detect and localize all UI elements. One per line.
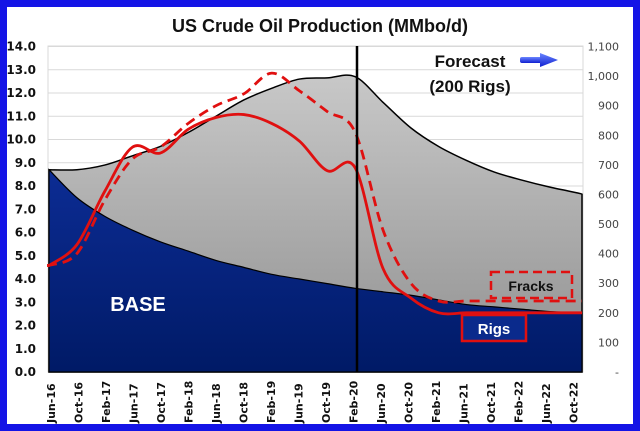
y2-tick-label: - [615, 366, 619, 379]
rigs-legend-box [460, 313, 528, 343]
fracks-legend-box [489, 270, 574, 300]
x-tick-label: Feb-17 [100, 381, 113, 423]
y2-tick-label: 1,100 [588, 41, 620, 54]
y2-tick-label: 1,000 [588, 70, 620, 83]
x-tick-label: Feb-20 [348, 380, 361, 423]
y2-tick-label: 500 [598, 218, 619, 231]
x-tick-label: Jun-22 [540, 383, 553, 424]
y-tick-label: 0.0 [15, 365, 36, 379]
fracks-label: Fracks [508, 278, 553, 294]
x-tick-label: Oct-22 [568, 382, 581, 423]
y-tick-label: 4.0 [15, 272, 36, 286]
x-tick-label: Feb-21 [430, 381, 443, 423]
x-tick-label: Jun-21 [458, 383, 471, 424]
y-axis-left: 14.0 13.0 12.0 11.0 10.0 9.0 8.0 7.0 6.0 5.0 4.0 3.… [6, 40, 36, 380]
y-tick-label: 3.0 [15, 295, 36, 309]
forecast-sublabel: (200 Rigs) [429, 77, 510, 96]
rigs-line [47, 112, 582, 316]
y2-tick-label: 700 [598, 159, 619, 172]
arrow-right-icon [520, 53, 558, 67]
y-tick-label: 9.0 [15, 156, 36, 170]
y-tick-label: 13.0 [6, 63, 36, 77]
x-tick-label: Jun-18 [210, 383, 223, 424]
x-tick-label: Oct-19 [320, 382, 333, 423]
y-tick-label: 6.0 [15, 226, 36, 240]
y2-tick-label: 100 [598, 336, 619, 349]
rigs-label: Rigs [478, 321, 511, 338]
y-tick-label: 7.0 [15, 202, 36, 216]
chart-title: US Crude Oil Production (MMbo/d) [172, 16, 468, 36]
x-tick-label: Jun-17 [128, 383, 141, 424]
x-tick-label: Jun-16 [45, 383, 58, 424]
x-tick-label: Feb-19 [265, 381, 278, 423]
base-label: BASE [110, 294, 166, 316]
y2-tick-label: 800 [598, 129, 619, 142]
y-tick-label: 2.0 [15, 319, 36, 333]
y2-tick-label: 300 [598, 277, 619, 290]
x-tick-label: Feb-22 [513, 381, 526, 423]
x-tick-label: Jun-20 [375, 383, 388, 424]
y-tick-label: 10.0 [6, 133, 36, 147]
y-axis-right: 1,100 1,000 900 800 700 600 500 400 300 200 100 - [588, 41, 620, 380]
y-tick-label: 14.0 [6, 40, 36, 54]
base-production-area [48, 168, 583, 373]
x-tick-label: Oct-16 [73, 382, 86, 423]
y-tick-label: 8.0 [15, 179, 36, 193]
x-axis: Jun-16 Oct-16 Feb-17 Jun-17 Oct-17 Feb-18 Jun-… [45, 380, 581, 424]
x-tick-label: Jun-19 [293, 383, 306, 424]
x-tick-label: Oct-18 [238, 382, 251, 423]
x-tick-label: Oct-20 [403, 382, 416, 423]
y2-tick-label: 200 [598, 307, 619, 320]
y-tick-label: 5.0 [15, 249, 36, 263]
forecast-label: Forecast [435, 52, 506, 71]
y-tick-label: 12.0 [6, 86, 36, 100]
fracks-line [47, 71, 582, 304]
x-tick-label: Oct-17 [155, 382, 168, 423]
y-tick-label: 11.0 [6, 109, 36, 123]
y2-tick-label: 600 [598, 188, 619, 201]
y2-tick-label: 900 [598, 100, 619, 113]
y-tick-label: 1.0 [15, 342, 36, 356]
y2-tick-label: 400 [598, 248, 619, 261]
x-tick-label: Feb-18 [183, 381, 196, 423]
x-tick-label: Oct-21 [485, 382, 498, 423]
